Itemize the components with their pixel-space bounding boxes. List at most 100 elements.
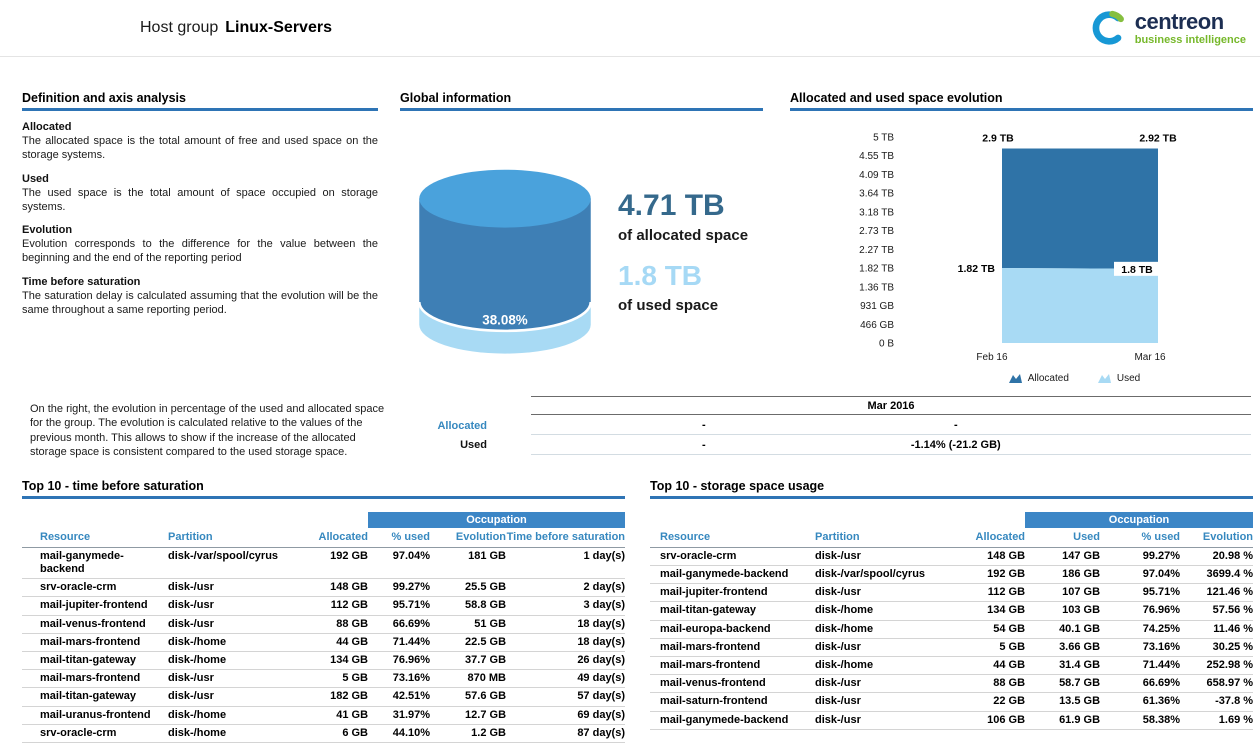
cell: mail-uranus-frontend (22, 706, 168, 725)
cell: 76.96% (1100, 601, 1181, 621)
cell: 61.36% (1100, 692, 1181, 712)
cell: disk-/var/spool/cyrus (168, 547, 296, 580)
cell: mail-titan-gateway (22, 687, 168, 707)
table-row: srv-oracle-crm disk-/usr 148 GB 99.27% 25.5 … (22, 578, 626, 598)
cell: mail-mars-frontend (22, 633, 168, 652)
y-tick-label: 3.64 TB (859, 189, 894, 200)
column-header-row: Resource Partition Allocated Used % used… (650, 528, 1254, 548)
table-row: mail-mars-frontend disk-/home 44 GB 71.44% 2… (22, 633, 626, 652)
cell: 1.69 % (1180, 711, 1254, 730)
cell: disk-/home (815, 656, 955, 676)
cell: 11.46 % (1180, 620, 1254, 639)
evolution-note: On the right, the evolution in percentag… (30, 403, 385, 458)
y-tick-label: 4.09 TB (859, 170, 894, 181)
cell: disk-/usr (815, 638, 955, 657)
used-series-icon (1097, 374, 1111, 383)
allocated-row-label: Allocated (437, 420, 487, 432)
x-tick-label: Feb 16 (976, 352, 1008, 363)
cell: 3 day(s) (506, 596, 626, 616)
allocated-value-label: 2.92 TB (1139, 133, 1177, 145)
table-row: mail-jupiter-frontend disk-/usr 112 GB 95.7… (22, 596, 626, 616)
column-header-partition: Partition (168, 528, 296, 548)
cell: 99.27% (368, 578, 431, 598)
definition-text: The allocated space is the total amount … (22, 135, 378, 162)
cell: - (701, 438, 706, 451)
table-row: mail-mars-frontend disk-/home 44 GB 31.4 GB… (650, 656, 1254, 676)
cell: 58.38% (1100, 711, 1181, 730)
column-header-evolution: Evolution (1180, 528, 1254, 548)
cell: 107 GB (1025, 583, 1101, 603)
cell: 192 GB (955, 565, 1026, 585)
usage-table-body: srv-oracle-crm disk-/usr 148 GB 147 GB 99.27… (650, 547, 1254, 730)
cell: srv-oracle-crm (650, 547, 815, 567)
y-tick-label: 3.18 TB (859, 207, 894, 218)
column-header-allocated: Allocated (955, 528, 1026, 548)
logo-name: centreon (1134, 8, 1224, 34)
top10-usage-title: Top 10 - storage space usage (650, 479, 1253, 500)
x-tick-label: Mar 16 (1134, 352, 1166, 363)
saturation-table: Occupation Resource Partition Allocated … (22, 512, 626, 743)
used-area (1002, 268, 1158, 343)
cell: 88 GB (955, 674, 1026, 694)
cell: disk-/home (168, 706, 296, 725)
definition-text: The used space is the total amount of sp… (22, 186, 378, 213)
table-row: mail-venus-frontend disk-/usr 88 GB 66.69% 5… (22, 615, 626, 634)
storage-usage-cylinder-chart: 38.08% (417, 169, 593, 354)
column-header-resource: Resource (22, 528, 168, 548)
cylinder-separator-line (417, 301, 593, 333)
table-row: mail-titan-gateway disk-/usr 182 GB 42.51% 5… (22, 687, 626, 707)
section-definitions: Definition and axis analysis Allocated T… (22, 91, 378, 317)
cell: disk-/home (168, 724, 296, 743)
y-tick-label: 2.73 TB (859, 226, 894, 237)
cell: 182 GB (296, 687, 369, 707)
cell: 121.46 % (1180, 583, 1254, 603)
section-top10-saturation: Top 10 - time before saturation Occupati… (22, 479, 626, 743)
table-row: srv-oracle-crm disk-/home 6 GB 44.10% 1.2 GB… (22, 724, 626, 743)
table-row: mail-jupiter-frontend disk-/usr 112 GB 107 … (650, 583, 1254, 603)
cell: mail-mars-frontend (650, 638, 815, 657)
cell: mail-ganymede-backend (650, 711, 815, 730)
column-header-partition: Partition (815, 528, 955, 548)
allocated-area (1002, 148, 1158, 269)
chart-legend: Allocated Used (895, 372, 1253, 384)
cell: 37.7 GB (430, 651, 507, 671)
cell: 95.71% (368, 596, 431, 616)
table-row: mail-titan-gateway disk-/home 134 GB 76.96%… (22, 651, 626, 671)
saturation-table-body: mail-ganymede-backend disk-/var/spool/cyr… (22, 547, 626, 743)
cell: 148 GB (296, 578, 369, 598)
cell: 31.4 GB (1025, 656, 1101, 676)
allocated-series-icon (1008, 374, 1022, 383)
legend-item-used: Used (1097, 372, 1140, 384)
cell: 5 GB (296, 669, 369, 689)
definition-item: Used The used space is the total amount … (22, 173, 378, 215)
page-title: Host group Linux-Servers (140, 19, 332, 37)
cell: 71.44% (1100, 656, 1181, 676)
cell: 73.16% (368, 669, 431, 689)
used-space-label: of used space (618, 297, 719, 314)
allocated-evolution-row: - - (531, 415, 1251, 435)
legend-label-used: Used (1116, 372, 1141, 384)
logo-text: centreon business intelligence (1134, 8, 1246, 46)
definition-text: Evolution corresponds to the difference … (22, 238, 378, 265)
cell: 2 day(s) (506, 578, 626, 598)
used-space-value: 1.8 TB (618, 260, 703, 291)
cell: 97.04% (1100, 565, 1181, 585)
used-value-label: 1.82 TB (958, 263, 996, 275)
y-tick-label: 5 TB (873, 133, 894, 144)
cell: - (953, 418, 958, 431)
cell: 103 GB (1025, 601, 1101, 621)
cell: 87 day(s) (506, 724, 626, 743)
cell: 1.2 GB (430, 724, 507, 743)
cylinder-body (419, 198, 591, 331)
legend-label-allocated: Allocated (1027, 372, 1069, 384)
cell: mail-jupiter-frontend (650, 583, 815, 603)
cell: 74.25% (1100, 620, 1181, 639)
cell: disk-/usr (168, 615, 296, 634)
used-value-label: 1.8 TB (1121, 264, 1153, 276)
cell: mail-jupiter-frontend (22, 596, 168, 616)
definition-term: Used (22, 172, 49, 185)
cell: 26 day(s) (506, 651, 626, 671)
used-evolution-row: - -1.14% (-21.2 GB) (531, 435, 1251, 455)
cell: 106 GB (955, 711, 1026, 730)
cell: 134 GB (296, 651, 369, 671)
